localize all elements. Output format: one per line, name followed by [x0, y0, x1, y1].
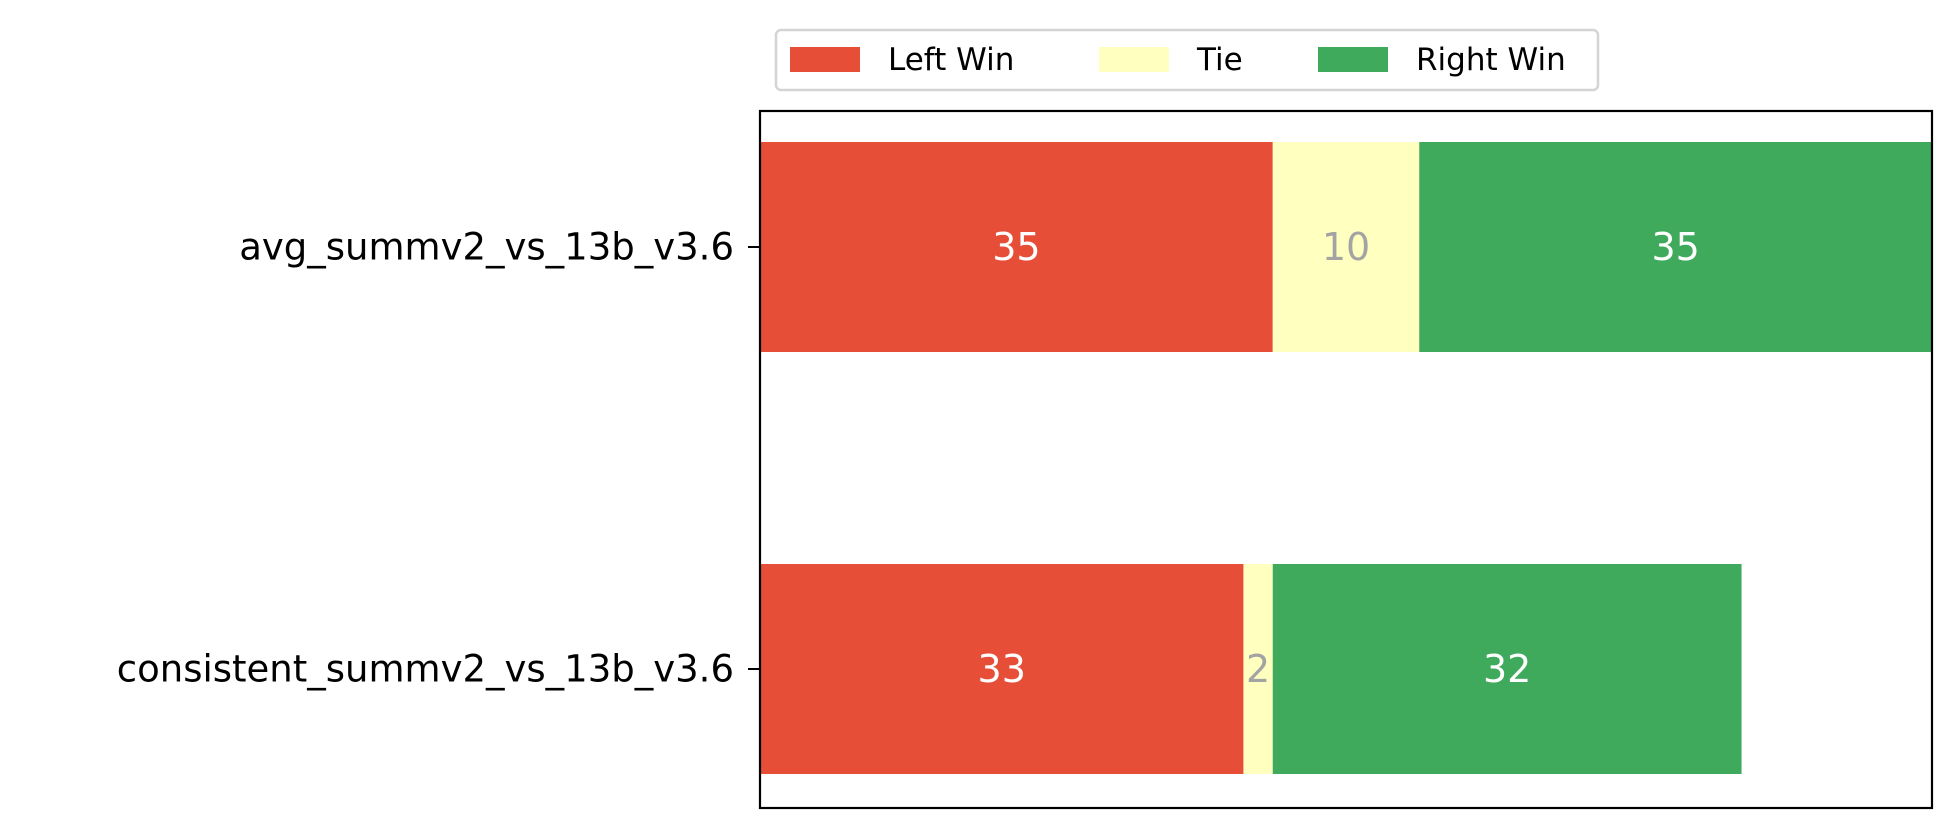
legend-label-right-win: Right Win — [1416, 42, 1566, 78]
bar-left-win-1 — [760, 142, 1273, 352]
y-tick-label-1: avg_summv2_vs_13b_v3.6 — [239, 226, 734, 269]
data-label-right-win-2: 32 — [1483, 647, 1531, 691]
data-labels: 35 10 35 33 2 32 — [978, 225, 1700, 691]
legend-swatch-right-win — [1318, 47, 1388, 72]
data-label-tie-2: 2 — [1246, 647, 1270, 691]
bar-right-win-1 — [1419, 142, 1932, 352]
legend-swatch-tie — [1099, 47, 1169, 72]
y-axis: avg_summv2_vs_13b_v3.6 consistent_summv2_… — [117, 226, 760, 691]
legend: Left Win Tie Right Win — [774, 28, 1600, 92]
bar-right-win-2 — [1272, 564, 1742, 774]
data-label-left-win-1: 35 — [992, 225, 1040, 269]
bar-left-win-2 — [760, 564, 1244, 774]
bar-tie-1 — [1272, 142, 1420, 352]
y-tick-label-2: consistent_summv2_vs_13b_v3.6 — [117, 648, 734, 691]
data-label-right-win-1: 35 — [1651, 225, 1699, 269]
legend-label-tie: Tie — [1196, 42, 1243, 78]
data-label-tie-1: 10 — [1322, 225, 1370, 269]
data-label-left-win-2: 33 — [978, 647, 1026, 691]
bars — [760, 142, 1932, 774]
legend-swatch-left-win — [790, 47, 860, 72]
legend-label-left-win: Left Win — [888, 42, 1014, 78]
bar-tie-2 — [1243, 564, 1273, 774]
legend-box — [774, 28, 1600, 92]
plot-frame — [758, 109, 1934, 810]
